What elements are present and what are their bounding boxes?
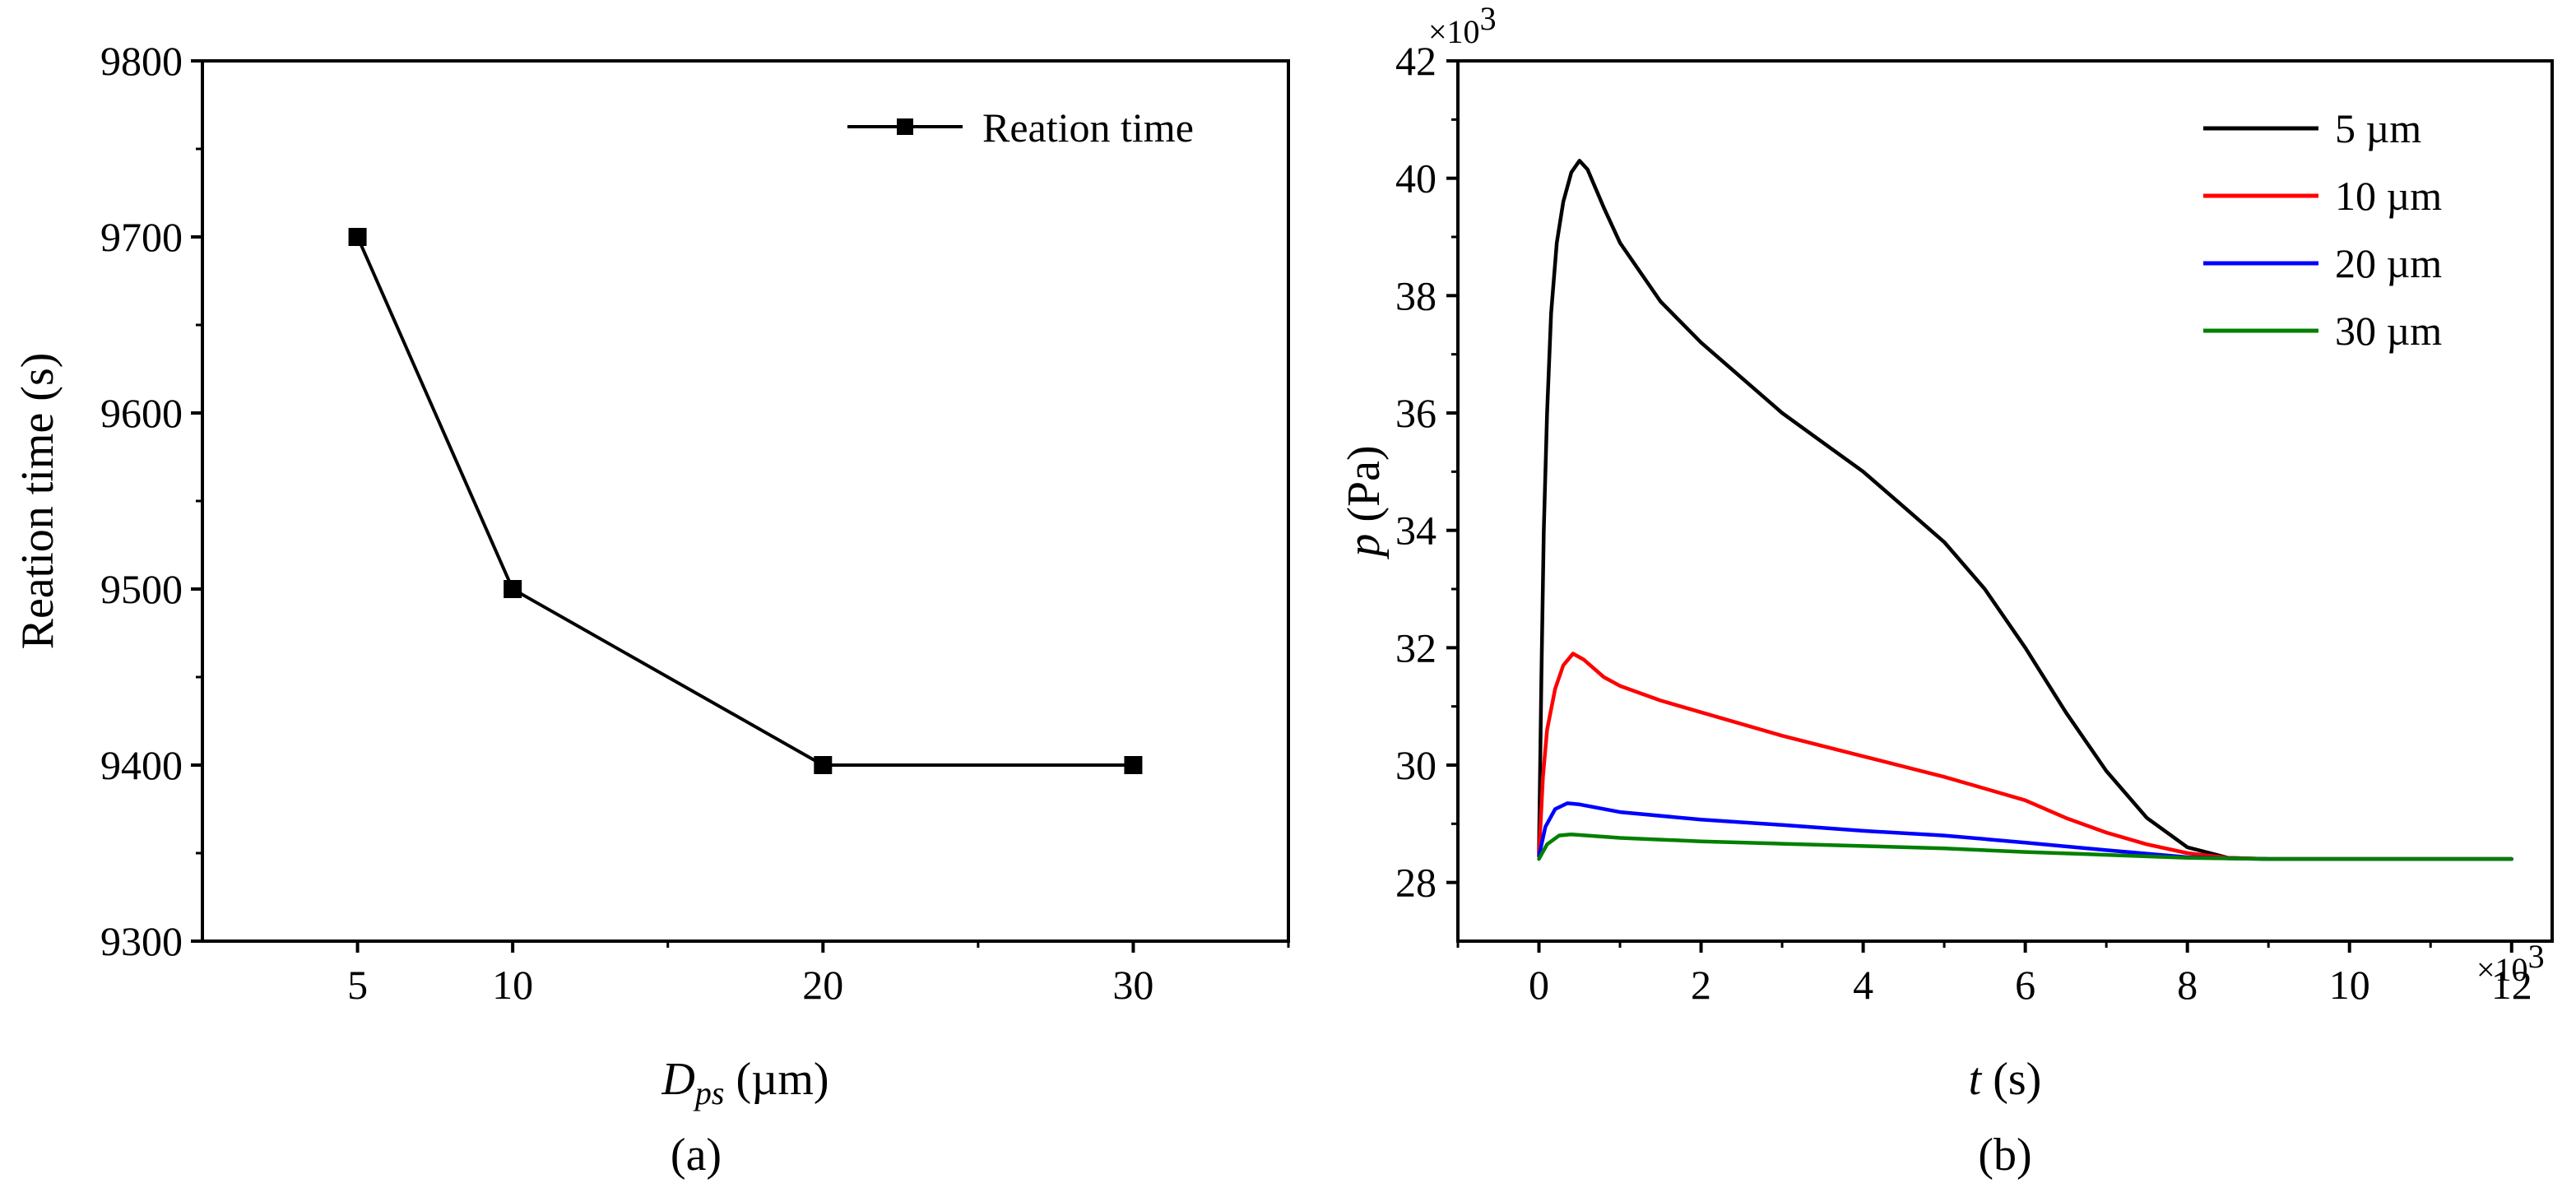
panel-b-x-axis-title: t (s) [1969, 1054, 2042, 1105]
panel-b-y-tick-label: 40 [1395, 155, 1437, 202]
panel-a-y-tick-label: 9500 [100, 566, 183, 612]
panel-a-y-tick-label: 9400 [100, 742, 183, 788]
panel-b-series-line [1537, 652, 2513, 861]
panel-b-legend-label: 20 µm [2335, 240, 2442, 286]
panel-b-x-tick-label: 12 [2491, 962, 2532, 1008]
panel-a-x-axis-title: Dps (µm) [661, 1054, 828, 1111]
panel-b-ticks: 28 30 32 34 36 38 40 42 0 2 4 6 8 10 12 [1395, 38, 2532, 1008]
panel-b-x-multiplier-base: ×10 [2476, 951, 2528, 988]
panel-a-ticks: 9300 9400 9500 9600 9700 9800 5 10 20 30 [100, 38, 1290, 1008]
panel-b-x-tick-label: 0 [1529, 962, 1549, 1008]
panel-a-series-path [355, 236, 1134, 767]
panel-a-legend-marker [897, 118, 913, 135]
panel-b-legend-label: 5 µm [2335, 105, 2421, 151]
panel-a-y-tick-label: 9700 [100, 214, 183, 260]
panel-b-x-multiplier: ×103 [2476, 938, 2545, 988]
panel-b-y-tick-label: 42 [1395, 38, 1437, 84]
panel-b-y-axis-title: p (Pa) [1339, 445, 1390, 559]
panel-a-data-point [504, 580, 522, 598]
panel-a-x-axis-title-main: D [661, 1054, 694, 1105]
panel-a-plot-frame [201, 59, 1290, 943]
panel-b-x-multiplier-exp: 3 [2528, 938, 2545, 975]
panel-b-curves [1537, 159, 2513, 861]
panel-a-y-tick-label: 9800 [100, 38, 183, 84]
panel-a-chart: 9300 9400 9500 9600 9700 9800 5 10 20 30 Reation … [12, 38, 1290, 1181]
panel-b-x-axis-title-unit: (s) [1981, 1054, 2041, 1105]
panel-b-plot-frame [1456, 59, 2554, 943]
panel-a-data-point [814, 756, 833, 774]
panel-b-y-tick-label: 38 [1395, 272, 1437, 318]
panel-b-x-tick-label: 10 [2329, 962, 2370, 1008]
panel-b-y-tick-label: 28 [1395, 860, 1437, 906]
panel-b-y-multiplier: ×103 [1428, 0, 1497, 50]
panel-b-y-multiplier-base: ×10 [1428, 13, 1480, 50]
panel-b-y-axis-title-unit: (Pa) [1339, 445, 1390, 533]
panel-b-x-tick-label: 4 [1853, 962, 1873, 1008]
panel-b-x-tick-label: 8 [2177, 962, 2198, 1008]
panel-a-legend-label: Reation time [982, 104, 1194, 151]
panel-a-x-axis-title-unit: (µm) [724, 1054, 828, 1105]
panel-b-caption: (b) [1978, 1130, 2031, 1181]
panel-b-x-tick-label: 6 [2015, 962, 2035, 1008]
panel-b-y-tick-label: 34 [1395, 508, 1437, 554]
panel-a-x-tick-label: 5 [347, 962, 368, 1008]
panel-b-legend-label: 10 µm [2335, 173, 2442, 219]
panel-a-y-tick-label: 9600 [100, 390, 183, 436]
panel-a-data-point [1124, 756, 1143, 774]
panel-a-x-tick-label: 10 [492, 962, 533, 1008]
panel-b-y-axis-title-main: p [1339, 534, 1390, 560]
panel-a-data-point [348, 228, 367, 246]
panel-b-series-line [1537, 832, 2513, 861]
panel-b-legend: 5 µm 10 µm 20 µm 30 µm [2203, 105, 2442, 354]
panel-b-y-tick-label: 32 [1395, 624, 1437, 670]
panel-a-y-tick-label: 9300 [100, 918, 183, 964]
panel-b-y-multiplier-exp: 3 [1480, 0, 1497, 37]
panel-a-markers [348, 228, 1143, 774]
panel-a-caption: (a) [671, 1130, 722, 1181]
panel-b-legend-label: 30 µm [2335, 308, 2442, 354]
panel-a-y-axis-title: Reation time (s) [12, 353, 63, 650]
panel-a-x-tick-label: 30 [1112, 962, 1153, 1008]
panel-b-x-axis-title-main: t [1969, 1054, 1983, 1105]
panel-b-y-tick-label: 30 [1395, 742, 1437, 788]
panel-b-x-tick-label: 2 [1691, 962, 1711, 1008]
panel-a-series-line [355, 236, 1134, 767]
panel-a-x-tick-label: 20 [802, 962, 843, 1008]
panel-a-x-axis-title-sub: ps [693, 1074, 725, 1111]
panel-b-y-tick-label: 36 [1395, 390, 1437, 436]
